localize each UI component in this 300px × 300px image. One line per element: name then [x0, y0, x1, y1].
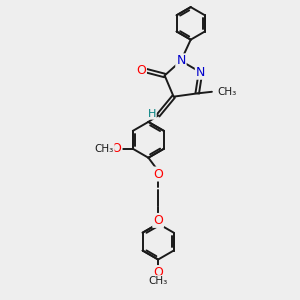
Text: CH₃: CH₃ — [95, 144, 114, 154]
Text: CH₃: CH₃ — [218, 87, 237, 97]
Text: N: N — [176, 54, 186, 67]
Text: O: O — [153, 266, 163, 279]
Text: N: N — [196, 66, 205, 79]
Text: O: O — [153, 214, 163, 227]
Text: O: O — [112, 142, 122, 155]
Text: O: O — [153, 167, 163, 181]
Text: H: H — [147, 109, 156, 119]
Text: CH₃: CH₃ — [148, 276, 168, 286]
Text: O: O — [136, 64, 146, 77]
